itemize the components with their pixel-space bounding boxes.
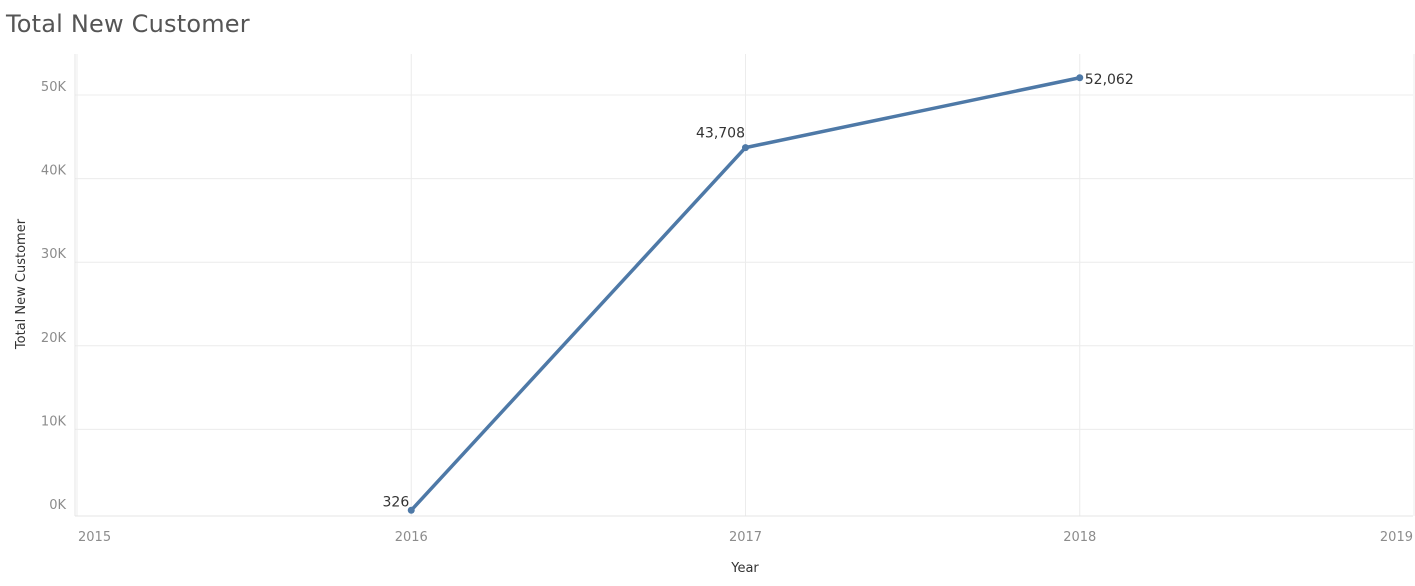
data-label: 52,062 (1085, 72, 1134, 88)
x-axis-label: Year (730, 561, 759, 576)
data-label: 43,708 (696, 126, 745, 142)
x-tick-label: 2017 (729, 530, 762, 545)
data-point (742, 144, 749, 152)
x-tick-label: 2018 (1063, 530, 1096, 545)
axes: 0K 10K 20K 30K 40K 50K 2015 2016 2017 2018 2019 (41, 80, 1413, 545)
x-tick-label: 2016 (395, 530, 428, 545)
series (407, 74, 1084, 514)
y-tick-label: 0K (49, 498, 66, 513)
y-axis-label: Total New Customer (14, 218, 29, 350)
y-tick-label: 20K (41, 331, 67, 346)
y-tick-label: 40K (41, 164, 67, 179)
data-label: 326 (383, 494, 410, 510)
x-tick-label: 2019 (1380, 530, 1413, 545)
x-tick-label: 2015 (78, 530, 111, 545)
chart-title: Total New Customer (6, 10, 250, 38)
y-tick-label: 30K (41, 247, 67, 262)
gridlines (74, 54, 1415, 517)
y-tick-label: 10K (41, 414, 67, 429)
data-labels: 326 43,708 52,062 (383, 72, 1134, 511)
y-tick-label: 50K (41, 80, 67, 95)
data-point (1076, 74, 1084, 82)
data-point (407, 506, 415, 514)
